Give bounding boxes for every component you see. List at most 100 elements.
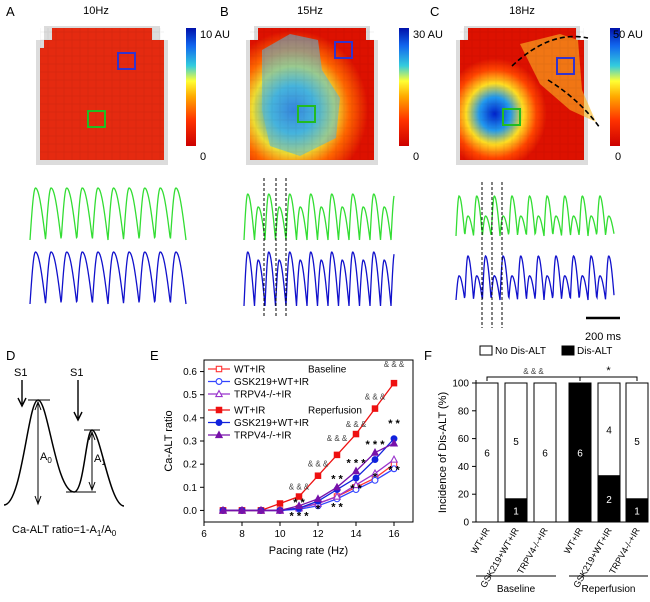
bar-count-label: 6 <box>577 449 583 460</box>
data-point <box>389 438 399 447</box>
colorbar-c <box>610 28 620 146</box>
heatmap-c-pixel-grid <box>460 28 584 160</box>
colorbar-a-min: 0 <box>200 151 206 163</box>
group-label: Baseline <box>497 584 536 595</box>
panel-b-letter: B <box>220 4 229 19</box>
stimulus-arrows <box>17 380 83 422</box>
significance-bracket <box>486 376 581 381</box>
panel-c: C 18Hz 50 AU 0 200 ms <box>430 4 643 343</box>
significance-annotation: * * * <box>366 439 386 451</box>
colorbar-b-max: 30 AU <box>413 29 443 41</box>
significance-annotation: & & & <box>308 459 329 468</box>
y-tick-label: 100 <box>452 379 469 390</box>
significance-label: & & & <box>523 367 544 376</box>
trace-b-blue <box>243 251 395 307</box>
series-reperfusion-trpv4-ir <box>218 438 399 514</box>
significance-annotation: & & & <box>289 483 310 492</box>
legend-marker <box>215 365 223 373</box>
ca-alt-chart: 6 8 10 12 14 16 0.0 0.1 0.2 0.3 0.4 0.5 0.6 Pacing ra… <box>163 359 414 557</box>
x-tick-label: 12 <box>312 529 324 540</box>
panel-a: A 10Hz 10 AU 0 <box>6 4 230 305</box>
y-axis-label: Ca-ALT ratio <box>163 410 175 471</box>
roi-green-c <box>502 108 521 126</box>
stimulus-label-2: S1 <box>70 367 83 379</box>
colorbar-c-min: 0 <box>615 151 621 163</box>
category-label: WT+IR <box>469 526 492 556</box>
data-point <box>371 405 379 412</box>
data-point <box>390 379 398 387</box>
group-label: Reperfusion <box>582 584 636 595</box>
y-tick-label: 20 <box>458 490 470 501</box>
wavefront-boundary <box>511 35 601 129</box>
y-tick-label: 60 <box>458 434 470 445</box>
panel-b-title: 15Hz <box>297 5 323 17</box>
significance-annotation: & & & <box>327 434 348 443</box>
legend-marker <box>215 419 223 426</box>
y-tick-label: 0.0 <box>183 506 197 517</box>
bar-3: 6 <box>568 382 592 523</box>
bar-count-label: 5 <box>513 437 519 448</box>
panel-e-letter: E <box>150 348 159 363</box>
data-point <box>313 494 323 503</box>
panel-a-letter: A <box>6 4 15 19</box>
trace-a-blue <box>29 251 187 305</box>
bar-segment-no-dis-alt <box>625 382 649 500</box>
colorbar-c-max: 50 AU <box>613 29 643 41</box>
calcium-transient-schematic <box>3 399 125 507</box>
legend-entry: GSK219+WT+IR <box>234 377 309 388</box>
x-tick-label: 10 <box>274 529 286 540</box>
legend-swatch-dis-alt <box>561 345 575 356</box>
data-point <box>332 482 342 491</box>
category-label: WT+IR <box>562 526 585 556</box>
y-tick-label: 0.6 <box>183 367 197 378</box>
legend-marker <box>214 430 224 439</box>
data-point <box>332 491 342 500</box>
data-point <box>256 505 266 514</box>
data-point <box>370 468 380 477</box>
data-point <box>370 448 380 456</box>
y-tick-label: 0.1 <box>183 483 197 494</box>
data-point <box>218 505 228 514</box>
significance-annotation: * * <box>331 501 343 513</box>
significance-annotation: * * <box>388 464 400 476</box>
colorbar-a-max: 10 AU <box>200 29 230 41</box>
legend-entry: TRPV4-/-+IR <box>234 431 292 442</box>
a1-arrow <box>88 430 96 492</box>
x-tick-label: 8 <box>239 529 245 540</box>
a1-label: A1 <box>94 453 106 467</box>
y-tick-label: 0.2 <box>183 460 197 471</box>
data-point <box>390 465 398 473</box>
colorbar-b-min: 0 <box>413 151 419 163</box>
y-tick-label: 0 <box>463 518 469 529</box>
panel-c-title: 18Hz <box>509 5 535 17</box>
data-point <box>237 505 247 514</box>
data-point <box>333 451 341 459</box>
significance-label: * <box>606 365 611 377</box>
legend-entry: No Dis-ALT <box>495 346 546 357</box>
bar-segment-no-dis-alt <box>504 382 528 500</box>
bar-count-label: 6 <box>484 449 490 460</box>
roi-blue-b <box>334 41 353 59</box>
bar-segment-no-dis-alt <box>597 382 621 477</box>
dashed-markers-c <box>481 182 503 328</box>
bar-5: 15 <box>625 382 649 523</box>
panel-d-letter: D <box>6 348 15 363</box>
roi-blue-c <box>556 57 575 75</box>
significance-annotation: * * <box>331 474 343 486</box>
legend-marker <box>215 378 223 385</box>
data-point <box>371 476 379 484</box>
legend-entry: GSK219+WT+IR <box>234 418 309 429</box>
y-tick-label: 40 <box>458 462 470 473</box>
trace-a-green <box>29 187 187 241</box>
panel-b: B 15Hz 30 AU 0 <box>220 4 443 318</box>
legend-entry: WT+IR <box>234 406 265 417</box>
panel-f-letter: F <box>424 348 432 363</box>
legend-entry: TRPV4-/-+IR <box>234 390 292 401</box>
bar-4: 24 <box>597 382 621 523</box>
a0-label: A0 <box>40 451 52 465</box>
data-point <box>275 505 285 514</box>
dashed-markers-b <box>263 178 287 318</box>
data-point <box>294 501 304 509</box>
